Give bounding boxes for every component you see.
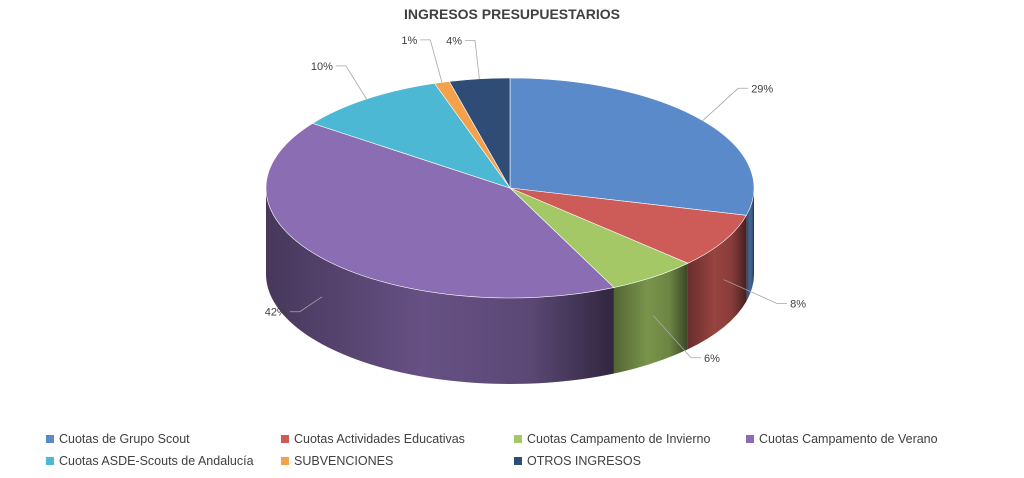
legend-label-4: Cuotas ASDE-Scouts de Andalucía (59, 454, 254, 468)
pie-slice-cuotas-campamento-de-verano (265, 123, 615, 299)
legend-swatch-2 (514, 435, 522, 443)
leader-line-4 (335, 65, 367, 100)
leader-line-5 (420, 39, 443, 83)
pie-side-shade-3 (266, 188, 614, 384)
legend-swatch-6 (514, 457, 522, 465)
data-label-2: 6% (704, 353, 720, 365)
legend-swatch-3 (746, 435, 754, 443)
legend-label-5: SUBVENCIONES (294, 454, 394, 468)
legend-label-0: Cuotas de Grupo Scout (59, 432, 190, 446)
legend-label-6: OTROS INGRESOS (527, 454, 641, 468)
pie-side-shade-0 (746, 188, 754, 302)
legend-swatch-0 (46, 435, 54, 443)
data-label-4: 10% (311, 61, 333, 73)
legend-label-2: Cuotas Campamento de Invierno (527, 432, 711, 446)
legend-swatch-1 (281, 435, 289, 443)
pie-side-shade-2 (613, 263, 688, 374)
data-label-5: 1% (401, 35, 417, 47)
legend-label-1: Cuotas Actividades Educativas (294, 432, 465, 446)
legend-swatch-4 (46, 457, 54, 465)
pie-slice-otros-ingresos (448, 77, 511, 190)
leader-line-0 (702, 87, 749, 121)
pie-slice-cuotas-asde-scouts-de-andaluc-a (311, 83, 511, 189)
chart-legend: Cuotas de Grupo Scout Cuotas Actividades … (46, 428, 996, 472)
data-label-3: 42% (265, 307, 287, 319)
pie-side-shade-1 (687, 215, 747, 350)
data-label-1: 8% (790, 298, 806, 310)
legend-item-6: OTROS INGRESOS (514, 454, 746, 468)
legend-item-0: Cuotas de Grupo Scout (46, 432, 281, 446)
data-label-0: 29% (751, 83, 773, 95)
legend-item-3: Cuotas Campamento de Verano (746, 432, 986, 446)
legend-item-5: SUBVENCIONES (281, 454, 514, 468)
legend-item-1: Cuotas Actividades Educativas (281, 432, 514, 446)
legend-swatch-5 (281, 457, 289, 465)
leader-line-2 (653, 315, 702, 359)
leader-line-1 (723, 279, 788, 304)
leader-line-3 (289, 296, 323, 313)
pie-chart: 29% 8% 6% 42% 10% 1% 4% (265, 35, 806, 384)
pie-slice-cuotas-actividades-educativas (509, 187, 747, 264)
chart-title: INGRESOS PRESUPUESTARIOS (403, 6, 620, 22)
legend-item-2: Cuotas Campamento de Invierno (514, 432, 746, 446)
legend-label-3: Cuotas Campamento de Verano (759, 432, 938, 446)
pie-slice-cuotas-de-grupo-scout (509, 77, 755, 216)
legend-item-4: Cuotas ASDE-Scouts de Andalucía (46, 454, 281, 468)
leader-line-6 (465, 40, 480, 79)
data-label-6: 4% (446, 35, 462, 47)
